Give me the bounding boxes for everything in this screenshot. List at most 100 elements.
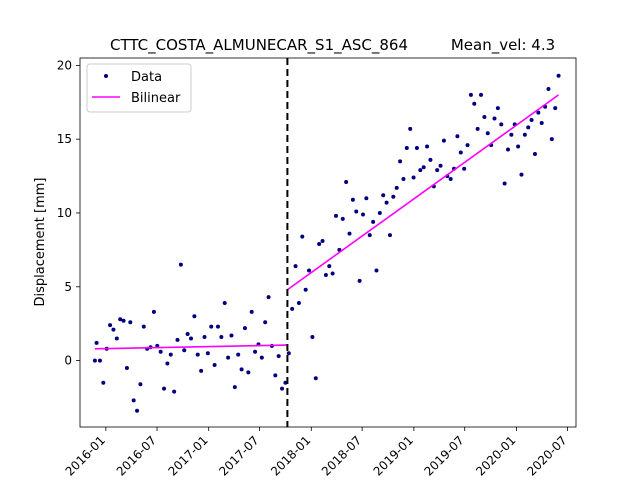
data-point [215, 324, 220, 329]
chart-title-right: Mean_vel: 4.3 [451, 36, 555, 55]
data-point [479, 92, 484, 97]
data-point [303, 287, 308, 292]
data-point [468, 92, 473, 97]
data-point [108, 323, 113, 328]
data-point [259, 355, 264, 360]
data-point [391, 194, 396, 199]
data-point [195, 352, 200, 357]
data-point [168, 352, 173, 357]
data-point [293, 264, 298, 269]
x-tick-label: 2018-07 [319, 433, 364, 478]
data-point [229, 333, 234, 338]
data-point [374, 268, 379, 273]
data-point [310, 334, 315, 339]
data-point [418, 168, 423, 173]
data-point [135, 408, 140, 413]
data-point [505, 147, 510, 152]
data-point [263, 320, 268, 325]
data-point [131, 398, 136, 403]
data-point [199, 368, 204, 373]
data-point [222, 301, 227, 306]
data-point [300, 234, 305, 239]
data-point [296, 301, 301, 306]
data-point [394, 185, 399, 190]
data-point [532, 151, 537, 156]
data-point [182, 348, 187, 353]
data-point [472, 101, 477, 106]
data-point [209, 324, 214, 329]
data-point [401, 177, 406, 182]
data-point [340, 216, 345, 221]
x-tick-label: 2019-01 [371, 433, 416, 478]
data-point [317, 241, 322, 246]
data-point [549, 137, 554, 142]
data-point [327, 264, 332, 269]
data-point [185, 332, 190, 337]
data-point [556, 73, 561, 78]
data-point [526, 125, 531, 130]
data-point [384, 200, 389, 205]
data-point [347, 231, 352, 236]
data-point [448, 177, 453, 182]
data-point [151, 309, 156, 314]
data-point [158, 349, 163, 354]
data-point [334, 213, 339, 218]
data-point [236, 352, 241, 357]
data-point [499, 122, 504, 127]
data-point [539, 120, 544, 125]
data-point [485, 131, 490, 136]
legend-data-label: Data [131, 70, 162, 85]
data-point [357, 278, 362, 283]
data-point [529, 117, 534, 122]
data-point [350, 197, 355, 202]
data-point [492, 116, 497, 121]
data-point [118, 317, 123, 322]
data-point [522, 132, 527, 137]
x-tick-label: 2020-07 [524, 433, 569, 478]
data-point [425, 144, 430, 149]
data-point [381, 193, 386, 198]
data-point [307, 268, 312, 273]
fit-lines [94, 94, 560, 350]
data-point [414, 146, 419, 151]
data-point [94, 340, 99, 345]
data-point [114, 336, 119, 341]
data-point [124, 365, 129, 370]
data-point [364, 196, 369, 201]
data-point [178, 262, 183, 267]
data-point [404, 146, 409, 151]
data-point [226, 355, 231, 360]
data-point [172, 389, 177, 394]
legend-data-marker [104, 74, 108, 78]
data-point [509, 132, 514, 137]
data-point [482, 115, 487, 120]
y-axis-label: Displacement [mm] [33, 178, 48, 307]
legend: Data Bilinear [86, 63, 192, 113]
data-point [495, 106, 500, 111]
x-tick-label: 2020-01 [473, 433, 518, 478]
data-point [323, 272, 328, 277]
data-point [377, 210, 382, 215]
data-point [165, 361, 170, 366]
x-tick-label: 2016-01 [63, 433, 108, 478]
data-point [360, 212, 365, 217]
data-point [354, 209, 359, 214]
data-point [128, 320, 133, 325]
data-point [344, 179, 349, 184]
data-point [428, 157, 433, 162]
bilinear-fit-segment [286, 94, 560, 291]
data-point [175, 337, 180, 342]
data-point [320, 239, 325, 244]
data-point [266, 295, 271, 300]
y-tick-label: 10 [57, 206, 72, 220]
data-point [421, 165, 426, 170]
plot-area [80, 58, 576, 427]
data-point [253, 349, 258, 354]
y-tick-label: 15 [57, 132, 72, 146]
data-point [232, 385, 237, 390]
legend-bilinear-label: Bilinear [131, 91, 181, 106]
x-tick-label: 2016-07 [114, 433, 159, 478]
x-tick-label: 2017-07 [216, 433, 261, 478]
